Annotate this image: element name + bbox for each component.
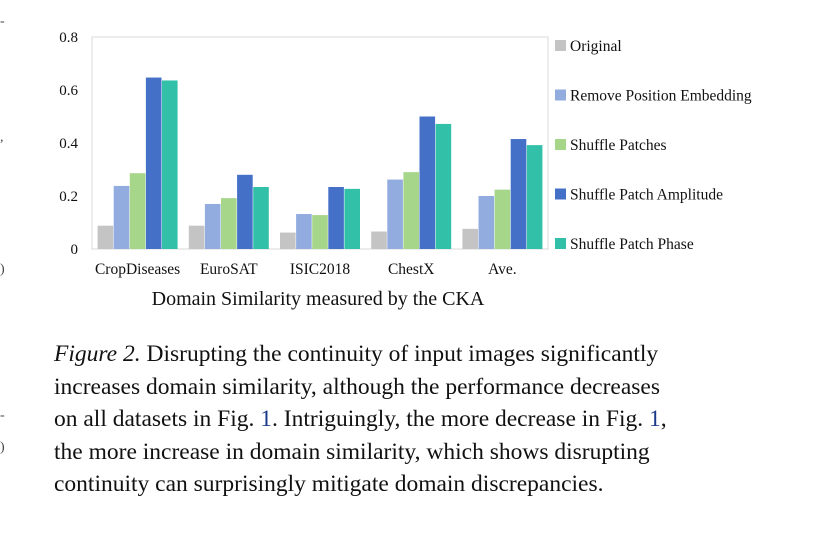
bar: [221, 198, 237, 249]
x-tick-label: Ave.: [488, 261, 517, 278]
caption-line-5: the more increase in domain similarity, …: [54, 438, 650, 465]
figure-ref-link[interactable]: 1: [649, 406, 661, 432]
figure-ref-link[interactable]: 1: [260, 406, 273, 432]
y-tick-label: 0.8: [59, 30, 78, 46]
legend-swatch: [555, 238, 566, 249]
bar: [204, 203, 221, 249]
legend-label: Shuffle Patch Phase: [570, 236, 694, 253]
edge-mark: ,: [0, 130, 4, 145]
x-tick-label: ChestX: [388, 261, 435, 278]
caption-label: Figure 2.: [54, 341, 141, 367]
bar: [296, 214, 312, 249]
bar: [478, 196, 495, 249]
bar: [371, 231, 387, 249]
caption-line-3c: ,: [660, 406, 667, 432]
bar: [97, 225, 114, 249]
x-tick-label: CropDiseases: [95, 261, 180, 278]
bar: [344, 188, 360, 249]
legend-label: Original: [570, 38, 622, 55]
x-axis-label: Domain Similarity measured by the CKA: [152, 288, 485, 310]
bar: [188, 225, 205, 249]
bar: [494, 189, 511, 249]
edge-mark: -: [0, 408, 5, 423]
bar: [510, 139, 527, 249]
y-tick-label: 0.2: [59, 189, 78, 205]
legend-label: Shuffle Patches: [570, 137, 667, 154]
caption-line-6: continuity can surprisingly mitigate dom…: [54, 471, 604, 497]
y-tick-label: 0.4: [59, 136, 78, 152]
bar: [328, 186, 344, 249]
left-edge-artifacts: - , ) - ): [0, 0, 12, 534]
caption-line-3: on all datasets in Fig.: [54, 406, 261, 432]
y-tick-label: 0.6: [59, 83, 78, 99]
legend-swatch: [555, 40, 566, 51]
legend-swatch: [555, 139, 566, 150]
caption-line-2: increases domain similarity, although th…: [54, 373, 660, 400]
x-tick-label: EuroSAT: [200, 261, 258, 278]
legend-label: Remove Position Embedding: [570, 88, 752, 105]
edge-mark: ): [0, 440, 5, 455]
bar: [526, 145, 543, 249]
bar: [419, 116, 436, 249]
legend-label: Shuffle Patch Amplitude: [570, 187, 723, 204]
bar-chart: 0 0.2 0.4 0.6 0.8 CropDiseases EuroSAT ISIC2018…: [59, 30, 752, 310]
edge-mark: ): [0, 262, 5, 277]
bar: [312, 215, 328, 249]
bar: [129, 173, 146, 249]
figure-caption: Figure 2. Disrupting the continuity of i…: [54, 338, 774, 501]
y-tick-label: 0: [71, 242, 79, 258]
bar: [237, 174, 253, 249]
bar: [253, 186, 269, 249]
bar: [162, 80, 178, 250]
bar: [403, 172, 419, 249]
bar: [462, 228, 478, 249]
bar: [113, 185, 130, 249]
bar: [435, 123, 452, 249]
legend-swatch: [555, 89, 566, 101]
legend-swatch: [555, 188, 566, 200]
edge-mark: -: [0, 14, 5, 29]
bar: [387, 179, 403, 249]
caption-line-1: Disrupting the continuity of input image…: [140, 341, 659, 367]
caption-line-3b: . Intriguingly, the more decrease in Fig…: [272, 406, 650, 432]
bar: [145, 77, 162, 249]
x-tick-label: ISIC2018: [290, 261, 351, 278]
bar: [280, 232, 296, 249]
